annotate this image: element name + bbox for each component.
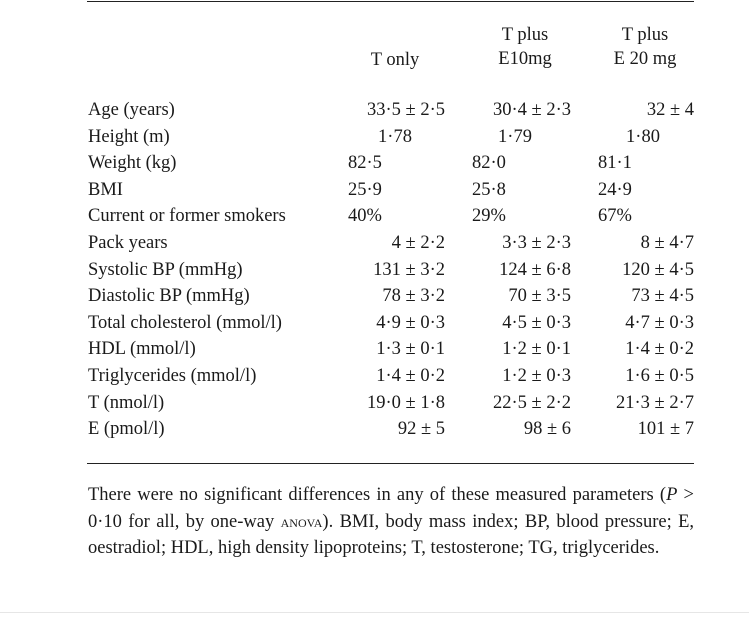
- cell-value: 98 ± 6: [523, 419, 571, 440]
- cell-value: 81·1: [598, 153, 632, 174]
- cell-value: 70 ± 3·5: [508, 286, 571, 307]
- cell-value: 1·80: [626, 126, 660, 147]
- cell-value: 4·9 ± 0·3: [376, 312, 445, 333]
- cell-value: 4 ± 2·2: [391, 233, 445, 253]
- cell-value: 1·4 ± 0·2: [376, 366, 445, 386]
- footnote-text-2: > 0·10 for all, by one-way: [88, 485, 694, 532]
- table-row: Current or former smokers 40% 29% 67%: [0, 206, 749, 233]
- page-bottom-border: [0, 612, 749, 613]
- column-header-t-only: T only: [370, 50, 420, 70]
- cell-value: 101 ± 7: [637, 419, 694, 440]
- cell-value: 1·79: [498, 126, 532, 147]
- cell-value: 22·5 ± 2·2: [493, 392, 571, 413]
- cell-value: 21·3 ± 2·7: [616, 392, 694, 413]
- cell-value: 33·5 ± 2·5: [367, 100, 445, 120]
- cell-value: 32 ± 4: [646, 100, 694, 120]
- row-label: Triglycerides (mmol/l): [88, 366, 257, 386]
- cell-value: 1·4 ± 0·2: [625, 339, 694, 360]
- table-row: Total cholesterol (mmol/l) 4·9 ± 0·3 4·5 ±…: [0, 313, 749, 340]
- cell-value: 73 ± 4·5: [631, 286, 694, 307]
- row-label: Current or former smokers: [88, 206, 286, 227]
- table-footnote: There were no significant differences in…: [88, 482, 694, 562]
- cell-value: 4·7 ± 0·3: [625, 312, 694, 333]
- row-label: Weight (kg): [88, 153, 177, 174]
- cell-value: 29%: [472, 206, 506, 227]
- row-label: Total cholesterol (mmol/l): [88, 312, 282, 333]
- row-label: Age (years): [88, 100, 175, 120]
- table-row: Weight (kg) 82·5 82·0 81·1: [0, 153, 749, 180]
- table-row: Pack years 4 ± 2·2 3·3 ± 2·3 8 ± 4·7: [0, 233, 749, 260]
- row-label: Height (m): [88, 126, 170, 147]
- row-label: T (nmol/l): [88, 392, 165, 413]
- cell-value: 25·9: [348, 179, 382, 200]
- cell-value: 131 ± 3·2: [373, 259, 445, 280]
- cell-value: 4·5 ± 0·3: [502, 312, 571, 333]
- row-label: HDL (mmol/l): [88, 339, 196, 360]
- column-header-t-plus-e20: T plus E 20 mg: [613, 25, 677, 69]
- cell-value: 3·3 ± 2·3: [502, 233, 571, 253]
- cell-value: 25·8: [472, 179, 506, 200]
- cell-value: 1·78: [378, 126, 412, 147]
- cell-value: 1·3 ± 0·1: [376, 339, 445, 360]
- cell-value: 30·4 ± 2·3: [493, 100, 571, 120]
- cell-value: 82·5: [348, 153, 382, 174]
- cell-value: 67%: [598, 206, 632, 227]
- table-row: Triglycerides (mmol/l) 1·4 ± 0·2 1·2 ± 0·3…: [0, 366, 749, 393]
- table-row: HDL (mmol/l) 1·3 ± 0·1 1·2 ± 0·1 1·4 ± 0·2: [0, 339, 749, 366]
- cell-value: 8 ± 4·7: [640, 233, 694, 253]
- cell-value: 24·9: [598, 179, 632, 200]
- row-label: Pack years: [88, 233, 168, 253]
- row-label: BMI: [88, 179, 123, 200]
- row-label: Diastolic BP (mmHg): [88, 286, 250, 307]
- cell-value: 82·0: [472, 153, 506, 174]
- p-value-symbol: P: [666, 485, 678, 505]
- row-label: E (pmol/l): [88, 419, 165, 440]
- table-row: Height (m) 1·78 1·79 1·80: [0, 127, 749, 154]
- cell-value: 1·6 ± 0·5: [625, 366, 694, 386]
- table-bottom-rule: [87, 463, 694, 464]
- cell-value: 1·2 ± 0·3: [502, 366, 571, 386]
- footnote-text-3: ). BMI, body mass index; BP, blood press…: [88, 511, 694, 559]
- row-label: Systolic BP (mmHg): [88, 259, 243, 280]
- cell-value: 1·2 ± 0·1: [502, 339, 571, 360]
- anova-term: anova: [280, 511, 323, 531]
- table-row: Diastolic BP (mmHg) 78 ± 3·2 70 ± 3·5 73 ± …: [0, 286, 749, 313]
- table-row: BMI 25·9 25·8 24·9: [0, 180, 749, 207]
- footnote-text-1: There were no significant differences in…: [88, 485, 667, 505]
- column-header-t-plus-e10: T plus E10mg: [498, 25, 552, 69]
- cell-value: 92 ± 5: [397, 419, 445, 440]
- cell-value: 124 ± 6·8: [499, 259, 571, 280]
- table-row: T (nmol/l) 19·0 ± 1·8 22·5 ± 2·2 21·3 ± 2·7: [0, 393, 749, 420]
- cell-value: 19·0 ± 1·8: [367, 392, 445, 413]
- table-row: Age (years) 33·5 ± 2·5 30·4 ± 2·3 32 ± 4: [0, 100, 749, 127]
- cell-value: 120 ± 4·5: [622, 259, 694, 280]
- table-row: E (pmol/l) 92 ± 5 98 ± 6 101 ± 7: [0, 419, 749, 446]
- table-top-rule: [87, 1, 694, 2]
- cell-value: 78 ± 3·2: [382, 286, 445, 307]
- cell-value: 40%: [348, 206, 382, 227]
- table-row: Systolic BP (mmHg) 131 ± 3·2 124 ± 6·8 120 …: [0, 260, 749, 287]
